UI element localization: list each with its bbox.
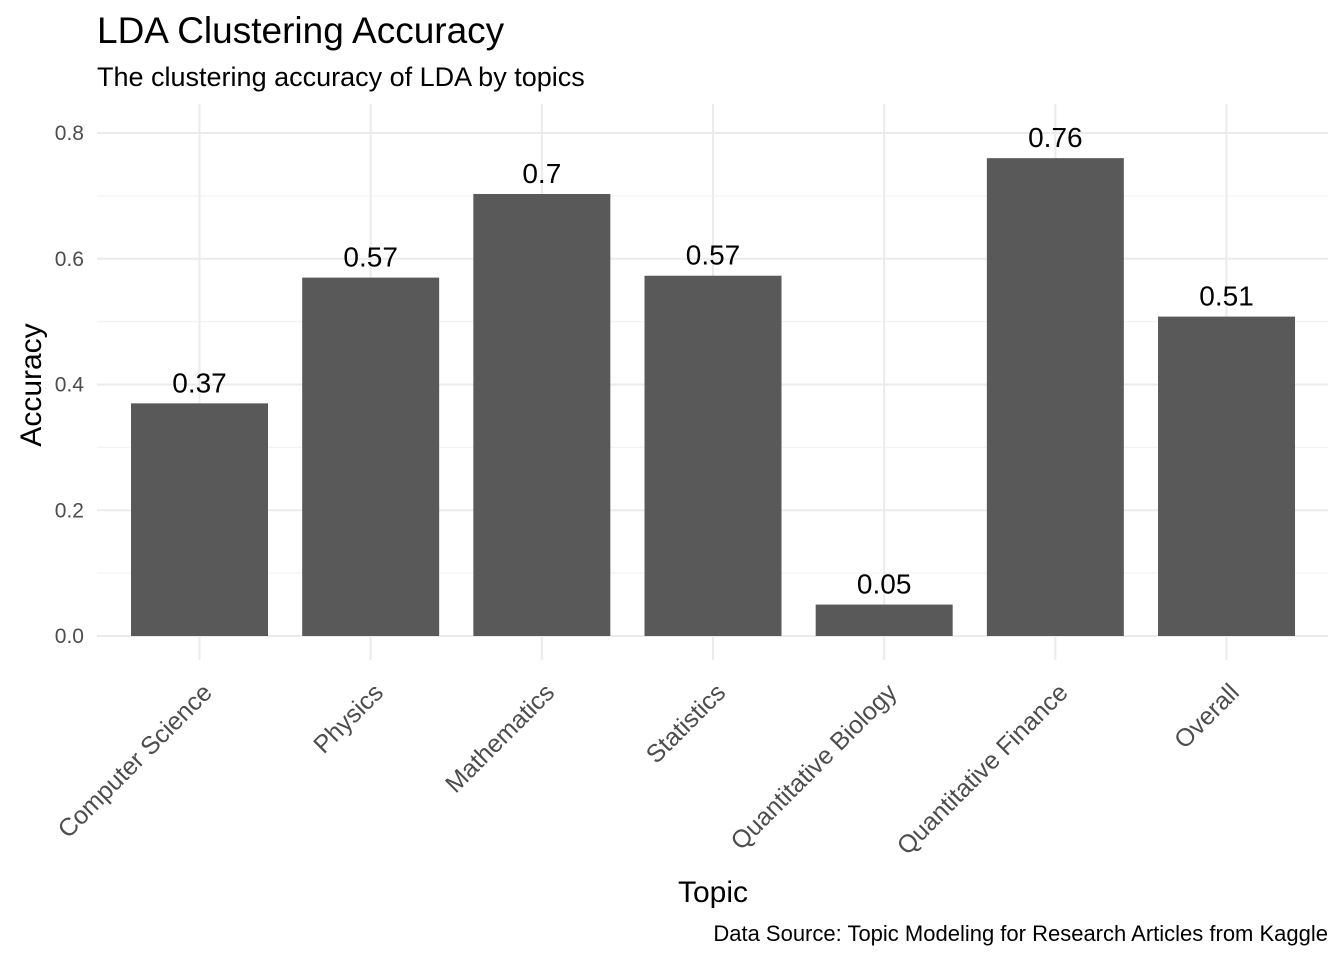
bar [986, 158, 1124, 636]
bar [1158, 316, 1296, 636]
data-labels: 0.37 0.57 0.7 0.57 0.05 0.76 0.51 [172, 122, 1254, 599]
bar-value-label: 0.51 [1199, 281, 1254, 312]
bar [815, 604, 953, 636]
y-tick-label: 0.2 [55, 499, 84, 522]
x-tick-label: Overall [1169, 678, 1245, 754]
x-tick-label: Physics [308, 678, 389, 759]
y-tick-label: 0.8 [55, 122, 84, 145]
bar-value-label: 0.05 [857, 569, 912, 600]
bars [131, 158, 1296, 636]
bar-value-label: 0.57 [686, 240, 741, 271]
x-tick-label: Computer Science [53, 678, 218, 843]
chart-subtitle: The clustering accuracy of LDA by topics [97, 62, 585, 92]
y-tick-label: 0.6 [55, 248, 84, 271]
bar-value-label: 0.76 [1028, 122, 1083, 153]
chart-title: LDA Clustering Accuracy [97, 10, 505, 51]
x-tick-label: Quantitative Biology [725, 678, 902, 855]
x-axis-ticks: Computer Science Physics Mathematics Statis… [53, 678, 1245, 860]
y-axis-ticks: 0.0 0.2 0.4 0.6 0.8 [55, 122, 85, 648]
y-tick-label: 0.4 [55, 374, 85, 397]
y-axis-title: Accuracy [15, 323, 48, 446]
bar [473, 193, 611, 636]
bar [302, 277, 440, 636]
y-tick-label: 0.0 [55, 625, 84, 648]
bar-value-label: 0.37 [172, 367, 227, 398]
x-axis-title: Topic [678, 876, 748, 909]
bar-value-label: 0.7 [522, 158, 561, 189]
x-tick-label: Mathematics [440, 678, 560, 798]
data-source-caption: Data Source: Topic Modeling for Research… [713, 921, 1328, 946]
bar-value-label: 0.57 [343, 242, 398, 273]
x-tick-label: Statistics [641, 678, 732, 769]
x-tick-label: Quantitative Finance [892, 678, 1074, 860]
bar [644, 275, 782, 636]
bar [131, 403, 268, 636]
